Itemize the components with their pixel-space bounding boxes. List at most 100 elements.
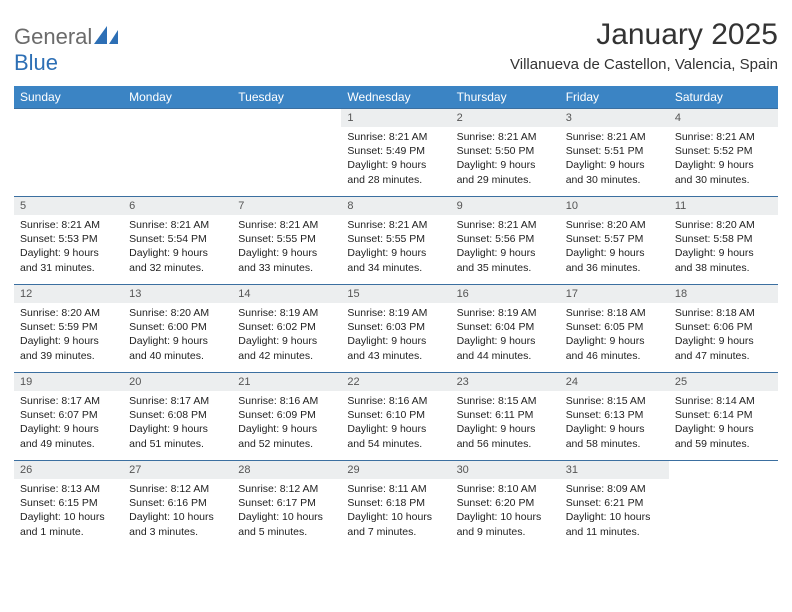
day-body: Sunrise: 8:16 AMSunset: 6:10 PMDaylight:… bbox=[341, 391, 450, 455]
calendar-empty-cell bbox=[123, 109, 232, 197]
brand-logo: General Blue bbox=[14, 18, 120, 76]
page-subtitle: Villanueva de Castellon, Valencia, Spain bbox=[510, 56, 778, 73]
day-number: 5 bbox=[14, 197, 123, 215]
day-number: 23 bbox=[451, 373, 560, 391]
header: General Blue January 2025 Villanueva de … bbox=[14, 18, 778, 76]
weekday-header: Saturday bbox=[669, 86, 778, 109]
day-number: 1 bbox=[341, 109, 450, 127]
day-number: 7 bbox=[232, 197, 341, 215]
calendar-day-cell: 29Sunrise: 8:11 AMSunset: 6:18 PMDayligh… bbox=[341, 461, 450, 549]
calendar-empty-cell bbox=[232, 109, 341, 197]
day-number: 6 bbox=[123, 197, 232, 215]
day-number: 26 bbox=[14, 461, 123, 479]
calendar-day-cell: 3Sunrise: 8:21 AMSunset: 5:51 PMDaylight… bbox=[560, 109, 669, 197]
day-body: Sunrise: 8:20 AMSunset: 5:57 PMDaylight:… bbox=[560, 215, 669, 279]
day-number: 29 bbox=[341, 461, 450, 479]
calendar-day-cell: 9Sunrise: 8:21 AMSunset: 5:56 PMDaylight… bbox=[451, 197, 560, 285]
calendar-day-cell: 23Sunrise: 8:15 AMSunset: 6:11 PMDayligh… bbox=[451, 373, 560, 461]
day-body: Sunrise: 8:21 AMSunset: 5:55 PMDaylight:… bbox=[341, 215, 450, 279]
day-body: Sunrise: 8:17 AMSunset: 6:08 PMDaylight:… bbox=[123, 391, 232, 455]
calendar-row: 19Sunrise: 8:17 AMSunset: 6:07 PMDayligh… bbox=[14, 373, 778, 461]
calendar-day-cell: 20Sunrise: 8:17 AMSunset: 6:08 PMDayligh… bbox=[123, 373, 232, 461]
calendar-row: 12Sunrise: 8:20 AMSunset: 5:59 PMDayligh… bbox=[14, 285, 778, 373]
calendar-day-cell: 4Sunrise: 8:21 AMSunset: 5:52 PMDaylight… bbox=[669, 109, 778, 197]
day-body: Sunrise: 8:13 AMSunset: 6:15 PMDaylight:… bbox=[14, 479, 123, 543]
calendar-empty-cell bbox=[14, 109, 123, 197]
day-body: Sunrise: 8:20 AMSunset: 6:00 PMDaylight:… bbox=[123, 303, 232, 367]
day-number: 16 bbox=[451, 285, 560, 303]
title-block: January 2025 Villanueva de Castellon, Va… bbox=[510, 18, 778, 73]
weekday-header: Monday bbox=[123, 86, 232, 109]
day-body: Sunrise: 8:21 AMSunset: 5:51 PMDaylight:… bbox=[560, 127, 669, 191]
calendar-empty-cell bbox=[669, 461, 778, 549]
day-number: 2 bbox=[451, 109, 560, 127]
weekday-header: Thursday bbox=[451, 86, 560, 109]
day-body: Sunrise: 8:20 AMSunset: 5:58 PMDaylight:… bbox=[669, 215, 778, 279]
calendar-day-cell: 6Sunrise: 8:21 AMSunset: 5:54 PMDaylight… bbox=[123, 197, 232, 285]
day-number: 17 bbox=[560, 285, 669, 303]
calendar-day-cell: 22Sunrise: 8:16 AMSunset: 6:10 PMDayligh… bbox=[341, 373, 450, 461]
day-body: Sunrise: 8:21 AMSunset: 5:52 PMDaylight:… bbox=[669, 127, 778, 191]
brand-text: General Blue bbox=[14, 24, 120, 76]
calendar-day-cell: 21Sunrise: 8:16 AMSunset: 6:09 PMDayligh… bbox=[232, 373, 341, 461]
brand-part2: Blue bbox=[14, 50, 58, 75]
page-title: January 2025 bbox=[510, 18, 778, 52]
day-number: 30 bbox=[451, 461, 560, 479]
day-number: 15 bbox=[341, 285, 450, 303]
day-number: 22 bbox=[341, 373, 450, 391]
day-body: Sunrise: 8:21 AMSunset: 5:55 PMDaylight:… bbox=[232, 215, 341, 279]
day-body: Sunrise: 8:11 AMSunset: 6:18 PMDaylight:… bbox=[341, 479, 450, 543]
calendar-day-cell: 30Sunrise: 8:10 AMSunset: 6:20 PMDayligh… bbox=[451, 461, 560, 549]
day-body: Sunrise: 8:19 AMSunset: 6:03 PMDaylight:… bbox=[341, 303, 450, 367]
day-number: 8 bbox=[341, 197, 450, 215]
day-number: 21 bbox=[232, 373, 341, 391]
calendar-day-cell: 25Sunrise: 8:14 AMSunset: 6:14 PMDayligh… bbox=[669, 373, 778, 461]
calendar-day-cell: 31Sunrise: 8:09 AMSunset: 6:21 PMDayligh… bbox=[560, 461, 669, 549]
day-body: Sunrise: 8:21 AMSunset: 5:53 PMDaylight:… bbox=[14, 215, 123, 279]
weekday-header: Tuesday bbox=[232, 86, 341, 109]
day-body: Sunrise: 8:12 AMSunset: 6:16 PMDaylight:… bbox=[123, 479, 232, 543]
day-number: 19 bbox=[14, 373, 123, 391]
day-body: Sunrise: 8:16 AMSunset: 6:09 PMDaylight:… bbox=[232, 391, 341, 455]
day-body: Sunrise: 8:10 AMSunset: 6:20 PMDaylight:… bbox=[451, 479, 560, 543]
calendar-day-cell: 5Sunrise: 8:21 AMSunset: 5:53 PMDaylight… bbox=[14, 197, 123, 285]
calendar-day-cell: 26Sunrise: 8:13 AMSunset: 6:15 PMDayligh… bbox=[14, 461, 123, 549]
calendar-grid: SundayMondayTuesdayWednesdayThursdayFrid… bbox=[14, 86, 778, 549]
calendar-day-cell: 14Sunrise: 8:19 AMSunset: 6:02 PMDayligh… bbox=[232, 285, 341, 373]
day-body: Sunrise: 8:18 AMSunset: 6:06 PMDaylight:… bbox=[669, 303, 778, 367]
calendar-day-cell: 8Sunrise: 8:21 AMSunset: 5:55 PMDaylight… bbox=[341, 197, 450, 285]
calendar-page: General Blue January 2025 Villanueva de … bbox=[0, 0, 792, 567]
day-number: 11 bbox=[669, 197, 778, 215]
calendar-day-cell: 15Sunrise: 8:19 AMSunset: 6:03 PMDayligh… bbox=[341, 285, 450, 373]
calendar-day-cell: 28Sunrise: 8:12 AMSunset: 6:17 PMDayligh… bbox=[232, 461, 341, 549]
calendar-day-cell: 19Sunrise: 8:17 AMSunset: 6:07 PMDayligh… bbox=[14, 373, 123, 461]
day-body: Sunrise: 8:17 AMSunset: 6:07 PMDaylight:… bbox=[14, 391, 123, 455]
day-body: Sunrise: 8:12 AMSunset: 6:17 PMDaylight:… bbox=[232, 479, 341, 543]
weekday-header: Wednesday bbox=[341, 86, 450, 109]
day-number: 14 bbox=[232, 285, 341, 303]
calendar-day-cell: 18Sunrise: 8:18 AMSunset: 6:06 PMDayligh… bbox=[669, 285, 778, 373]
day-body: Sunrise: 8:21 AMSunset: 5:49 PMDaylight:… bbox=[341, 127, 450, 191]
calendar-day-cell: 16Sunrise: 8:19 AMSunset: 6:04 PMDayligh… bbox=[451, 285, 560, 373]
calendar-row: 5Sunrise: 8:21 AMSunset: 5:53 PMDaylight… bbox=[14, 197, 778, 285]
day-body: Sunrise: 8:09 AMSunset: 6:21 PMDaylight:… bbox=[560, 479, 669, 543]
day-body: Sunrise: 8:20 AMSunset: 5:59 PMDaylight:… bbox=[14, 303, 123, 367]
calendar-day-cell: 11Sunrise: 8:20 AMSunset: 5:58 PMDayligh… bbox=[669, 197, 778, 285]
weekday-header: Sunday bbox=[14, 86, 123, 109]
day-number: 31 bbox=[560, 461, 669, 479]
day-number: 12 bbox=[14, 285, 123, 303]
day-body: Sunrise: 8:21 AMSunset: 5:50 PMDaylight:… bbox=[451, 127, 560, 191]
day-number: 27 bbox=[123, 461, 232, 479]
day-number: 24 bbox=[560, 373, 669, 391]
day-number: 3 bbox=[560, 109, 669, 127]
day-number: 20 bbox=[123, 373, 232, 391]
day-number: 4 bbox=[669, 109, 778, 127]
brand-part1: General bbox=[14, 24, 92, 49]
day-body: Sunrise: 8:19 AMSunset: 6:02 PMDaylight:… bbox=[232, 303, 341, 367]
day-number: 13 bbox=[123, 285, 232, 303]
day-number: 18 bbox=[669, 285, 778, 303]
day-body: Sunrise: 8:15 AMSunset: 6:11 PMDaylight:… bbox=[451, 391, 560, 455]
calendar-day-cell: 2Sunrise: 8:21 AMSunset: 5:50 PMDaylight… bbox=[451, 109, 560, 197]
day-body: Sunrise: 8:18 AMSunset: 6:05 PMDaylight:… bbox=[560, 303, 669, 367]
calendar-day-cell: 27Sunrise: 8:12 AMSunset: 6:16 PMDayligh… bbox=[123, 461, 232, 549]
